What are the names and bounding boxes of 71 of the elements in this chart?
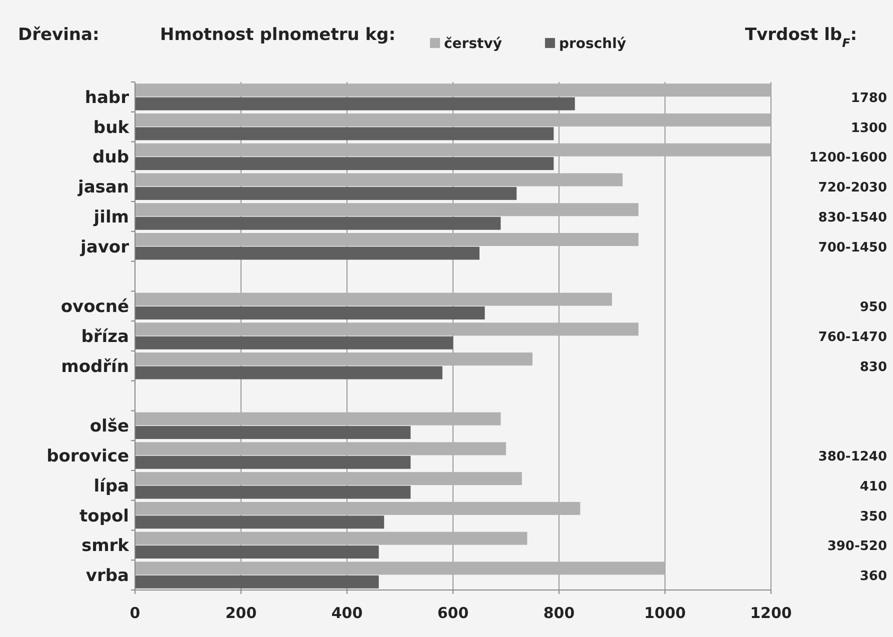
bar — [135, 216, 501, 230]
x-tick-label: 0 — [130, 604, 140, 622]
bar — [135, 516, 384, 529]
bar — [135, 412, 501, 426]
y-tick-label: jasan — [77, 178, 129, 198]
y2-tick-label: 1200-1600 — [809, 150, 887, 166]
y-tick-label: bříza — [81, 327, 129, 347]
bar — [135, 203, 638, 216]
y-tick-label: topol — [80, 506, 129, 526]
chart-title: Hmotnost plnometru kg: — [160, 25, 396, 45]
bar — [135, 575, 379, 588]
bar — [135, 127, 554, 140]
bar — [135, 322, 638, 336]
bar — [135, 173, 623, 186]
bar — [135, 366, 442, 380]
y-axis-title: Dřevina: — [18, 25, 100, 45]
bar — [135, 232, 638, 246]
bar — [135, 486, 411, 499]
y2-axis-title: Tvrdost lb$_{F}$: — [745, 25, 858, 50]
legend-label: čerstvý — [444, 36, 502, 52]
y-tick-label: javor — [80, 237, 130, 258]
y-tick-label: olše — [90, 416, 129, 437]
y-tick-label: borovice — [46, 446, 129, 467]
bar — [135, 246, 480, 260]
bar — [135, 97, 575, 110]
bar — [135, 336, 453, 350]
bar — [135, 472, 522, 486]
y-tick-label: ovocné — [60, 297, 129, 318]
y2-tick-label: 830 — [860, 360, 887, 375]
bar — [135, 352, 532, 366]
bar — [135, 532, 528, 545]
y-tick-label: buk — [93, 118, 130, 138]
y2-tick-label: 350 — [860, 509, 887, 524]
bar — [135, 426, 411, 440]
legend-label: proschlý — [559, 36, 626, 52]
bar — [135, 306, 485, 320]
x-tick-label: 200 — [225, 604, 257, 622]
x-tick-label: 400 — [331, 604, 363, 622]
bar — [135, 113, 771, 126]
bar — [135, 157, 554, 170]
y-tick-label: dub — [92, 148, 129, 168]
y2-tick-label: 720-2030 — [818, 180, 887, 196]
bar — [135, 562, 665, 575]
y2-tick-label: 1300 — [850, 120, 887, 136]
y2-tick-label: 1780 — [850, 90, 887, 106]
y2-tick-label: 410 — [860, 479, 887, 494]
x-tick-label: 1200 — [750, 604, 792, 622]
y-tick-label: lípa — [94, 476, 129, 496]
bar — [135, 502, 580, 515]
bar — [135, 442, 506, 456]
y-tick-label: habr — [84, 88, 130, 108]
y2-tick-label: 360 — [860, 569, 887, 584]
y2-tick-label: 950 — [860, 300, 887, 316]
x-tick-label: 1000 — [644, 604, 686, 622]
x-tick-label: 800 — [543, 604, 575, 622]
y2-tick-label: 760-1470 — [818, 330, 887, 345]
y-tick-label: smrk — [81, 536, 130, 556]
y2-tick-label: 830-1540 — [818, 210, 887, 226]
bar — [135, 186, 517, 200]
y-tick-label: vrba — [86, 566, 129, 586]
y2-tick-label: 380-1240 — [818, 450, 887, 465]
y-tick-label: modřín — [61, 356, 129, 377]
y2-tick-label: 700-1450 — [818, 240, 887, 256]
y-tick-label: jilm — [92, 207, 129, 228]
y2-tick-label: 390-520 — [827, 539, 887, 554]
bar — [135, 292, 612, 306]
x-tick-label: 600 — [437, 604, 469, 622]
bar — [135, 84, 771, 97]
bar — [135, 143, 771, 156]
bar — [135, 456, 411, 469]
bar — [135, 546, 379, 559]
